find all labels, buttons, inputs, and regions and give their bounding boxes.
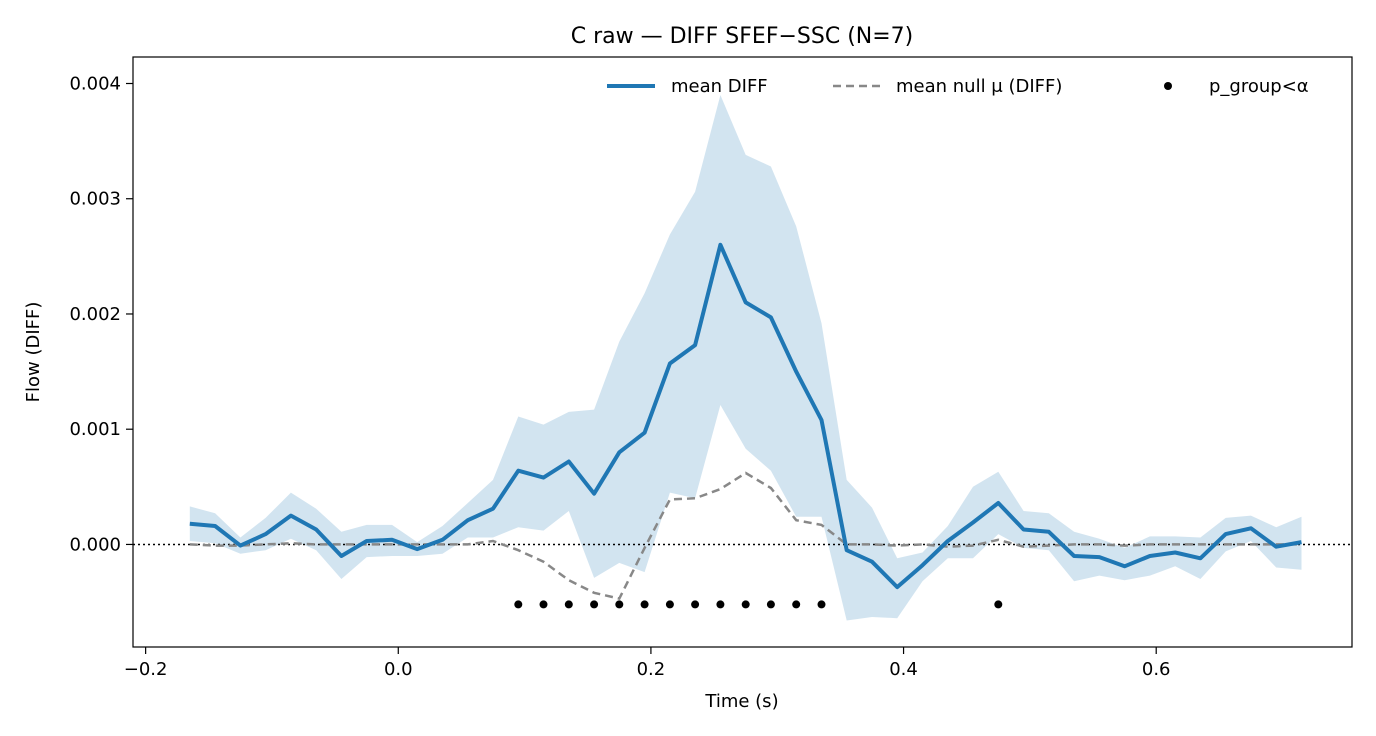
legend: mean DIFF mean null μ (DIFF) p_group<α [607,76,1309,97]
x-axis: −0.2 0.0 0.2 0.4 0.6 [124,647,1171,680]
x-tick-label: 0.4 [889,659,918,680]
x-tick-label: −0.2 [124,659,168,680]
y-tick-label: 0.002 [69,304,121,325]
significance-dot [766,600,775,609]
series-mean-null-line [189,471,1302,601]
significance-dot [590,600,599,609]
chart-title: C raw — DIFF SFEF−SSC (N=7) [571,24,914,49]
legend-significance-swatch [1164,82,1172,90]
significance-dot [741,600,750,609]
significance-dot [640,600,649,609]
y-tick-label: 0.001 [69,419,121,440]
significance-dot [665,600,674,609]
y-tick-label: 0.003 [69,189,121,210]
y-axis-label: Flow (DIFF) [23,302,44,403]
plot-frame [132,56,1353,648]
significance-dot [817,600,826,609]
significance-dot [994,600,1003,609]
x-tick-label: 0.2 [637,659,666,680]
plot-area [133,95,1352,621]
legend-significance-label: p_group<α [1209,76,1309,97]
significance-dot [792,600,801,609]
y-axis: 0.000 0.001 0.002 0.003 0.004 [69,74,133,555]
confidence-band [189,95,1302,621]
legend-mean-diff-label: mean DIFF [671,76,768,97]
significance-dot [564,600,573,609]
significance-dot [615,600,624,609]
series-mean-diff-line [189,242,1302,590]
significance-dot [539,600,548,609]
legend-null-label: mean null μ (DIFF) [896,76,1062,97]
y-tick-label: 0.000 [69,534,121,555]
significance-markers [514,600,1003,609]
x-tick-label: 0.6 [1142,659,1171,680]
x-axis-label: Time (s) [704,691,778,712]
significance-dot [691,600,700,609]
y-tick-label: 0.004 [69,74,121,95]
x-tick-label: 0.0 [384,659,413,680]
significance-dot [716,600,725,609]
significance-dot [514,600,523,609]
